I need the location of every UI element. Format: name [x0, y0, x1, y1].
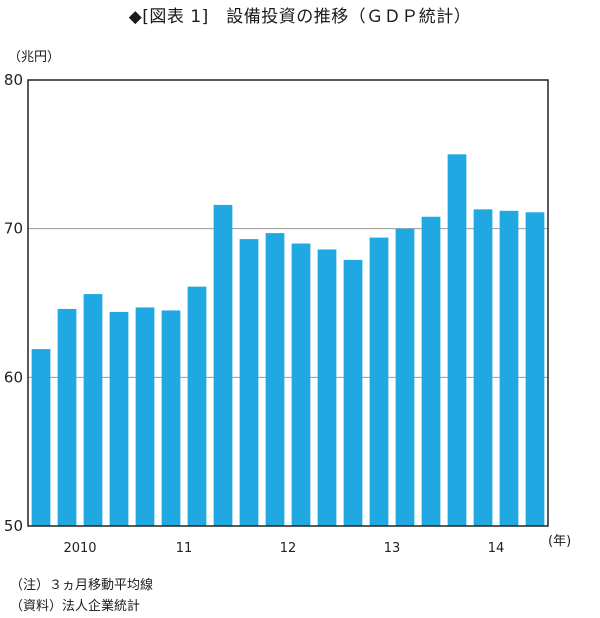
bar-13 — [369, 237, 389, 526]
bars — [31, 154, 545, 527]
x-tick-label: 13 — [384, 541, 401, 556]
bar-17 — [473, 209, 493, 526]
y-axis-unit: （兆円） — [8, 50, 61, 65]
bar-16 — [447, 154, 467, 526]
plot-frame — [27, 79, 549, 527]
bar-2 — [83, 294, 103, 526]
chart-title: ◆[図表 1] 設備投資の推移（ＧＤＰ統計） — [128, 7, 472, 27]
y-tick-label: 80 — [4, 71, 23, 89]
x-tick-label: 11 — [176, 541, 193, 556]
bar-5 — [161, 310, 181, 526]
bar-4 — [135, 307, 155, 526]
bar-14 — [395, 228, 415, 527]
bar-10 — [291, 243, 311, 526]
bar-7 — [213, 204, 233, 526]
x-tick-label: 12 — [280, 541, 297, 556]
bar-9 — [265, 233, 285, 526]
x-tick-label: 2010 — [63, 541, 96, 556]
bar-15 — [421, 216, 441, 526]
bar-11 — [317, 249, 337, 527]
note-text: （注）３ヵ月移動平均線 — [10, 578, 154, 593]
x-axis-ticks: 2010 11 12 13 14 — [63, 541, 504, 556]
y-tick-label: 50 — [4, 517, 23, 535]
bar-19 — [525, 212, 545, 526]
bar-3 — [109, 311, 129, 526]
y-tick-label: 60 — [4, 368, 23, 386]
bar-18 — [499, 210, 519, 526]
bar-8 — [239, 239, 259, 526]
bar-6 — [187, 286, 207, 526]
y-axis-ticks: 50 60 70 80 — [4, 71, 23, 535]
bar-12 — [343, 259, 363, 526]
gridlines — [28, 228, 548, 378]
x-axis-unit: (年) — [548, 534, 572, 549]
bar-1 — [57, 308, 77, 526]
x-tick-label: 14 — [488, 541, 505, 556]
source-text: （資料）法人企業統計 — [10, 599, 141, 614]
y-tick-label: 70 — [4, 220, 23, 238]
bar-0 — [31, 349, 51, 526]
